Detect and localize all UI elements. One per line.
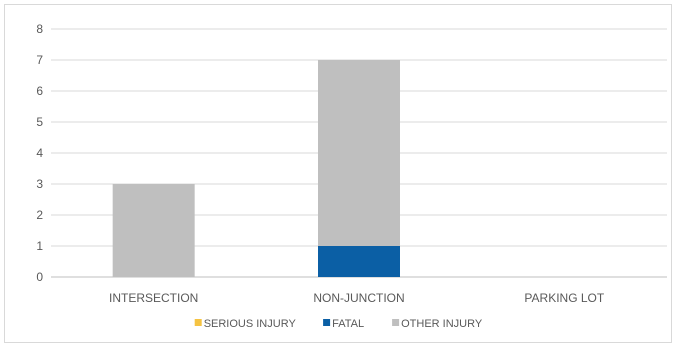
x-tick-label: INTERSECTION [109, 291, 198, 305]
chart-area: 0 1 2 3 4 5 6 7 8 INTERSECTION NON-JUNCTION PARKIN… [4, 4, 672, 343]
y-tick-label: 8 [36, 22, 43, 36]
bar-segment [318, 60, 400, 246]
x-tick-label: PARKING LOT [524, 291, 604, 305]
bar-segment [318, 246, 400, 277]
x-tick-label: NON-JUNCTION [313, 291, 404, 305]
legend-label: SERIOUS INJURY [204, 318, 297, 330]
legend-swatch [392, 319, 400, 326]
y-tick-label: 6 [36, 84, 43, 98]
x-axis-ticks: INTERSECTION NON-JUNCTION PARKING LOT [109, 291, 605, 305]
y-tick-label: 4 [36, 146, 43, 160]
stacked-bar-chart: 0 1 2 3 4 5 6 7 8 INTERSECTION NON-JUNCTION PARKIN… [36, 22, 667, 330]
bar-segment [112, 184, 195, 277]
y-tick-label: 7 [36, 53, 43, 67]
legend-swatch [323, 319, 331, 326]
y-axis-ticks: 0 1 2 3 4 5 6 7 8 [36, 22, 43, 284]
y-tick-label: 5 [36, 115, 43, 129]
y-tick-label: 2 [36, 208, 43, 222]
legend-label: FATAL [332, 318, 364, 330]
y-tick-label: 0 [36, 270, 43, 284]
y-tick-label: 1 [36, 239, 43, 253]
legend-label: OTHER INJURY [401, 318, 483, 330]
legend-swatch [194, 319, 202, 326]
bars [112, 60, 400, 277]
legend: SERIOUS INJURY FATAL OTHER INJURY [194, 318, 483, 330]
y-tick-label: 3 [36, 177, 43, 191]
